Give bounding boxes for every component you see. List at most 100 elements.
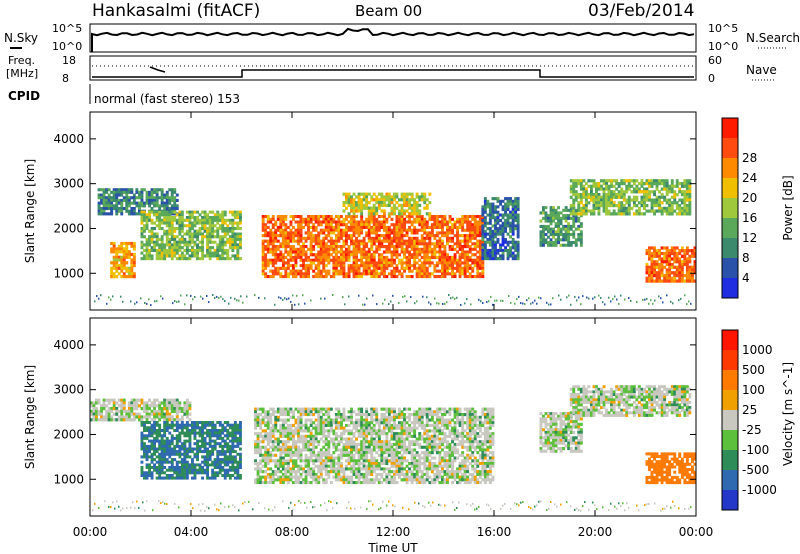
heatmap-cell [597, 201, 601, 205]
heatmap-cell [206, 474, 209, 477]
heatmap-cell [653, 249, 656, 253]
heatmap-cell [168, 474, 172, 477]
heatmap-cell [178, 450, 182, 454]
heatmap-cell [542, 238, 545, 242]
heatmap-cell [213, 213, 217, 217]
heatmap-cell [683, 179, 687, 183]
heatmap-cell [572, 187, 576, 191]
heatmap-cell [387, 201, 391, 205]
heatmap-cell [511, 208, 515, 212]
heatmap-cell [228, 455, 232, 459]
heatmap-cell [175, 452, 179, 456]
heatmap-cell [650, 271, 654, 275]
heatmap-cell [372, 269, 376, 273]
heatmap-cell [392, 294, 394, 297]
heatmap-cell [345, 217, 348, 221]
heatmap-cell [504, 208, 507, 212]
heatmap-cell [393, 250, 396, 254]
heatmap-cell [451, 269, 454, 273]
heatmap-cell [680, 276, 684, 280]
heatmap-cell [122, 415, 126, 419]
heatmap-cell [499, 202, 502, 206]
heatmap-cell [264, 478, 268, 482]
heatmap-cell [329, 236, 333, 240]
heatmap-cell [183, 476, 187, 480]
heatmap-cell [443, 253, 447, 257]
heatmap-cell [155, 257, 159, 261]
heatmap-cell [163, 434, 167, 438]
heatmap-cell [188, 436, 192, 440]
heatmap-cell [150, 210, 154, 214]
heatmap-cell [175, 460, 179, 464]
heatmap-cell [155, 224, 159, 228]
heatmap-cell [329, 247, 333, 251]
heatmap-cell [496, 205, 500, 209]
heatmap-cell [408, 236, 411, 240]
heatmap-cell [510, 301, 512, 304]
heatmap-cell [400, 212, 404, 216]
heatmap-cell [309, 264, 313, 268]
heatmap-cell [173, 251, 177, 255]
heatmap-cell [150, 232, 154, 236]
heatmap-cell [456, 231, 459, 235]
heatmap-cell [196, 232, 199, 236]
heatmap-cell [511, 238, 515, 242]
heatmap-cell [140, 216, 144, 220]
heatmap-cell [259, 440, 263, 444]
heatmap-cell [218, 243, 222, 247]
heatmap-cell [478, 228, 482, 232]
heatmap-cell [168, 188, 172, 192]
heatmap-cell [410, 255, 414, 259]
heatmap-cell [158, 216, 162, 220]
heatmap-cell [504, 246, 507, 250]
heatmap-cell [569, 195, 573, 199]
heatmap-cell [173, 409, 177, 413]
heatmap-cell [562, 243, 566, 247]
heatmap-cell [264, 253, 268, 257]
heatmap-cell [264, 215, 268, 219]
heatmap-cell [140, 232, 144, 236]
heatmap-cell [203, 235, 207, 239]
heatmap-cell [655, 254, 659, 258]
heatmap-cell [223, 452, 227, 456]
heatmap-cell [216, 463, 220, 467]
heatmap-cell [643, 204, 646, 208]
heatmap-cell [385, 231, 389, 235]
heatmap-cell [367, 258, 371, 262]
heatmap-cell [680, 201, 684, 205]
heatmap-cell [393, 234, 396, 238]
heatmap-cell [264, 462, 268, 466]
heatmap-cell [506, 232, 510, 236]
heatmap-cell [120, 188, 124, 192]
heatmap-cell [153, 240, 156, 244]
heatmap-cell [307, 258, 310, 262]
heatmap-cell [425, 261, 429, 265]
heatmap-cell [324, 275, 328, 279]
heatmap-cell [231, 431, 235, 435]
heatmap-cell [180, 468, 184, 472]
heatmap-cell [675, 257, 679, 261]
heatmap-cell [468, 266, 472, 270]
heatmap-cell [665, 184, 669, 188]
heatmap-cell [175, 450, 179, 454]
heatmap-cell [292, 217, 295, 221]
heatmap-cell [352, 272, 356, 276]
y-tick-label: 1000 [53, 266, 84, 280]
heatmap-cell [160, 193, 164, 197]
heatmap-cell [488, 216, 492, 220]
heatmap-cell [105, 190, 109, 194]
heatmap-cell [625, 206, 629, 210]
heatmap-cell [375, 234, 379, 238]
heatmap-cell [203, 442, 207, 446]
heatmap-cell [153, 404, 156, 408]
heatmap-cell [274, 261, 278, 265]
heatmap-cell [185, 251, 189, 255]
heatmap-cell [274, 253, 278, 257]
heatmap-cell [264, 421, 268, 425]
heatmap-cell [539, 219, 543, 223]
heatmap-cell [526, 299, 528, 302]
heatmap-cell [266, 421, 270, 425]
heatmap-cell [415, 206, 419, 210]
heatmap-cell [163, 196, 167, 200]
heatmap-cell [468, 250, 472, 254]
